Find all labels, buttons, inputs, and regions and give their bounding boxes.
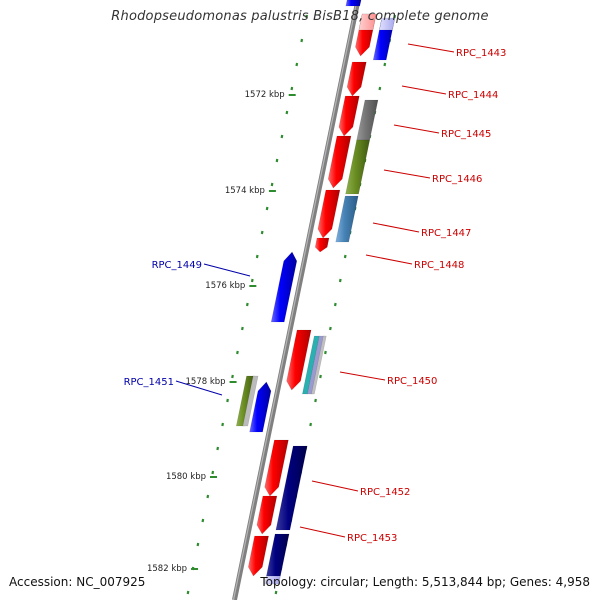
gene-arrow <box>270 251 298 323</box>
track-dot <box>300 38 304 43</box>
gene-labels: RPC_1443 RPC_1444 RPC_1445 RPC_1446 RPC_1447… <box>124 43 506 544</box>
track-dot <box>250 278 254 283</box>
kbp-tick-label: 1576 kbp <box>205 281 245 291</box>
track-dot <box>333 302 337 307</box>
track-dot <box>245 302 249 307</box>
track-dot <box>319 374 322 379</box>
kbp-tick-label: 1572 kbp <box>245 90 285 100</box>
label-leader-line <box>372 222 420 233</box>
gene-features <box>235 0 396 585</box>
track-dot <box>285 110 289 115</box>
kbp-tick-label: 1578 kbp <box>186 377 226 387</box>
gene-arrow <box>275 445 308 531</box>
track-dot <box>274 590 278 595</box>
track-dot <box>305 14 309 19</box>
track-dot <box>236 350 239 355</box>
gene-label: RPC_1452 <box>360 487 410 498</box>
gene-label: RPC_1443 <box>456 48 506 59</box>
gene-arrow <box>256 495 278 535</box>
backbone-highlight <box>232 0 358 600</box>
gene-arrow <box>345 0 362 7</box>
track-dot <box>275 158 279 163</box>
track-dot <box>216 446 220 451</box>
gene-arrow <box>317 189 341 239</box>
label-leader-line <box>175 380 223 396</box>
kbp-tick-label: 1574 kbp <box>225 186 265 196</box>
track-dot <box>324 350 327 355</box>
track-dot <box>255 254 259 259</box>
track-dot <box>211 470 215 475</box>
gene-label: RPC_1446 <box>432 174 482 185</box>
track-dot <box>260 230 264 235</box>
gene-arrow <box>335 195 359 243</box>
gene-arrow <box>314 237 330 253</box>
backbone-line <box>232 0 361 600</box>
track-dot <box>221 422 225 427</box>
gene-arrow-faded <box>379 17 396 31</box>
label-leader-line <box>401 85 447 95</box>
track-dot <box>329 326 332 331</box>
track-dot <box>196 542 200 547</box>
track-dot <box>383 62 387 67</box>
track-dot <box>201 518 205 523</box>
gene-arrow <box>327 135 352 189</box>
label-leader-line <box>311 480 359 492</box>
track-dot <box>309 422 313 427</box>
gene-label: RPC_1453 <box>347 533 397 544</box>
track-dot <box>343 254 347 259</box>
gene-arrow <box>338 95 360 137</box>
label-leader-line <box>407 43 455 53</box>
accession-text: Accession: NC_007925 <box>9 575 146 589</box>
label-leader-line <box>383 169 431 179</box>
track-dot <box>314 398 317 403</box>
track-dot <box>265 206 269 211</box>
map-title: Rhodopseudomonas palustris BisB18, compl… <box>111 9 489 24</box>
track-dot <box>295 62 299 67</box>
gene-arrow <box>311 335 327 395</box>
kbp-tick-label: 1582 kbp <box>147 564 187 574</box>
track-dot <box>338 278 342 283</box>
label-leader-line <box>339 371 386 381</box>
track-dot <box>378 86 382 91</box>
gene-label: RPC_1448 <box>414 260 464 271</box>
kbp-tick-label: 1580 kbp <box>166 472 206 482</box>
label-leader-line <box>393 124 440 134</box>
gene-label: RPC_1451 <box>124 377 174 388</box>
gene-label: RPC_1450 <box>387 376 437 387</box>
tick-marks: 1572 kbp 1574 kbp 1576 kbp 1578 kbp 1580 kbp… <box>147 90 296 574</box>
gene-label: RPC_1444 <box>448 90 498 101</box>
track-dot <box>393 14 397 19</box>
gene-arrow-faded <box>264 575 281 585</box>
gene-label: RPC_1449 <box>152 260 202 271</box>
gene-label: RPC_1447 <box>421 228 471 239</box>
gene-arrow <box>264 439 289 497</box>
gene-arrow <box>286 329 312 391</box>
track-dot <box>226 398 229 403</box>
track-dot <box>270 182 274 187</box>
gene-label: RPC_1445 <box>441 129 491 140</box>
label-leader-line <box>365 254 413 265</box>
track-dot <box>241 326 244 331</box>
track-dot <box>206 494 210 499</box>
gene-arrow <box>266 533 290 577</box>
gene-arrow <box>346 61 367 97</box>
label-leader-line <box>299 526 346 538</box>
label-leader-line <box>203 263 251 277</box>
gene-arrow <box>249 381 272 433</box>
track-dot <box>290 86 294 91</box>
gene-arrow <box>356 99 379 141</box>
gene-arrow-faded <box>358 13 377 31</box>
genome-backbone <box>232 0 361 600</box>
track-dot <box>231 374 234 379</box>
gene-arrow <box>345 139 371 195</box>
track-dot <box>280 134 284 139</box>
track-dot <box>186 590 190 595</box>
genome-summary-text: Topology: circular; Length: 5,513,844 bp… <box>260 575 590 589</box>
gene-arrow <box>242 375 259 427</box>
gene-arrow <box>247 535 269 577</box>
